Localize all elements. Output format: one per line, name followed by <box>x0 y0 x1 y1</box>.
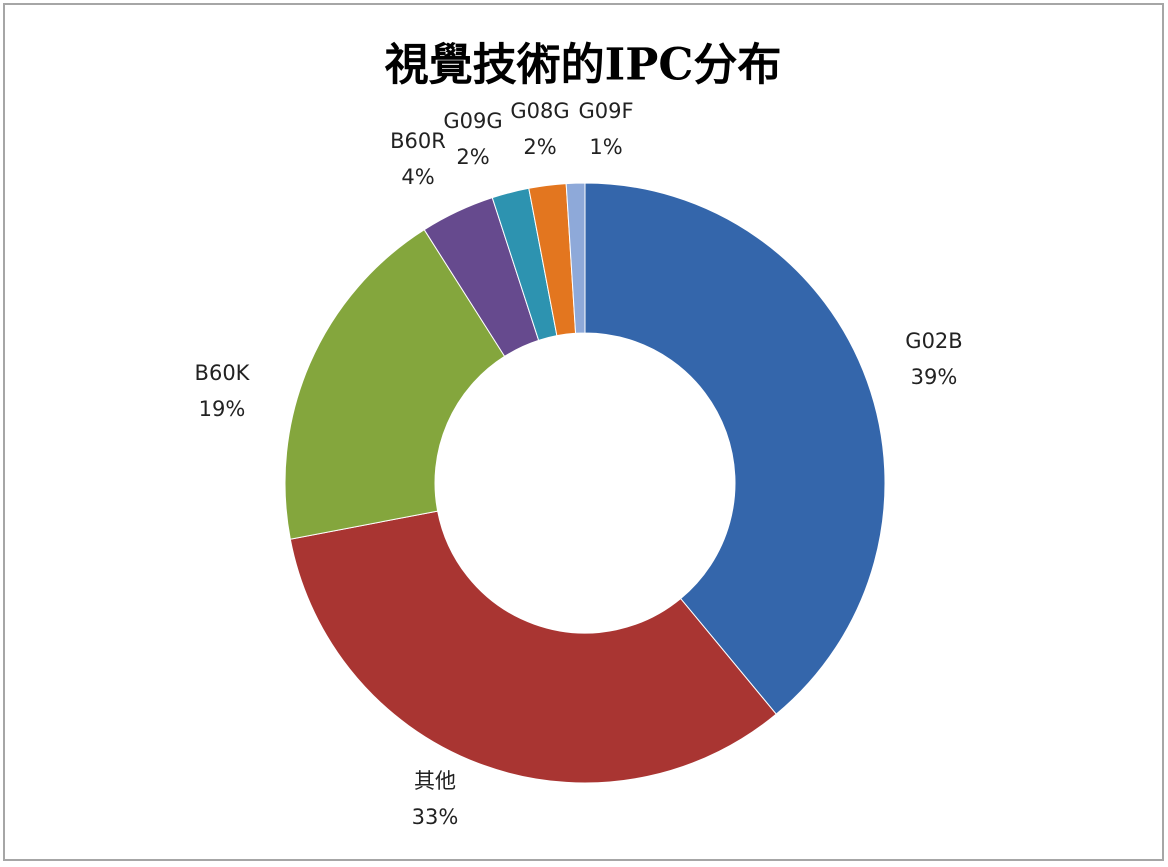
slice-label: B60K <box>195 361 251 385</box>
slice-label: B60R <box>390 129 446 153</box>
value-label: 19% <box>199 397 246 421</box>
donut-slice <box>289 510 777 784</box>
donut-slice <box>284 229 506 540</box>
donut-slice <box>565 182 586 334</box>
value-label: 33% <box>412 805 459 829</box>
chart-title: 視覺技術的IPC分布 <box>385 40 782 91</box>
slice-label: G02B <box>905 329 962 353</box>
value-label: 2% <box>456 145 489 169</box>
slice-label: 其他 <box>414 769 456 793</box>
value-label: 1% <box>589 135 622 159</box>
donut-slice <box>584 182 886 715</box>
value-label: 39% <box>911 365 958 389</box>
value-label: 4% <box>401 165 434 189</box>
slice-label: G09F <box>578 99 633 123</box>
slice-label: G08G <box>510 99 569 123</box>
slice-label: G09G <box>443 109 502 133</box>
value-label: 2% <box>523 135 556 159</box>
